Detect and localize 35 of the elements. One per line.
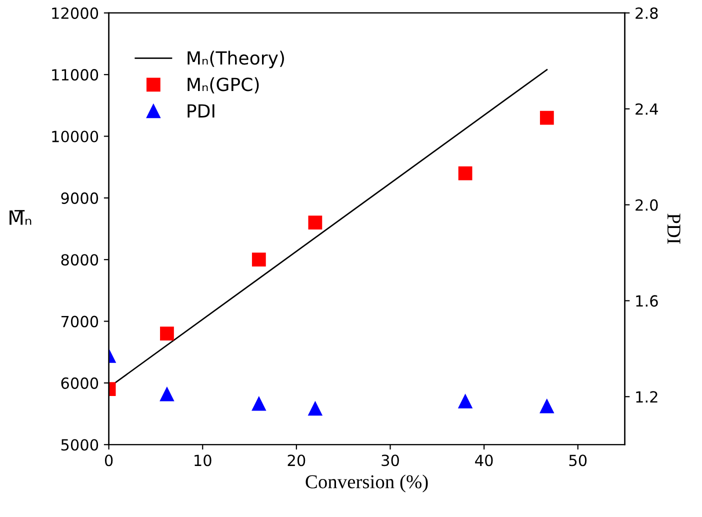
legend-label: Mₙ(GPC): [188, 77, 259, 94]
y-tick-label: 7000: [61, 316, 98, 328]
y2-tick-label: 1.2: [636, 391, 658, 402]
y2-tick-label: 2.4: [636, 103, 658, 115]
x-tick-label: 0: [104, 454, 113, 466]
x-tick-label: 20: [288, 454, 306, 466]
x-axis-title: Conversion (%): [306, 474, 428, 492]
legend-label: PDI: [188, 104, 214, 118]
point: [540, 399, 554, 414]
point: [160, 326, 174, 341]
point: [160, 387, 174, 402]
point: [458, 166, 472, 180]
y-tick-label: 10000: [52, 130, 98, 142]
y2-tick-label: 2.0: [636, 199, 658, 211]
y-tick-label: 8000: [61, 254, 98, 266]
x-tick-label: 50: [569, 454, 587, 466]
point: [458, 394, 472, 408]
y2-tick-label: 1.6: [636, 295, 658, 307]
y-tick-label: 6000: [61, 377, 98, 389]
y-tick-label: 11000: [52, 69, 98, 81]
y-tick-label: 12000: [52, 7, 98, 19]
y2-tick-label: 2.8: [636, 7, 658, 19]
point: [308, 216, 322, 230]
point: [252, 252, 266, 267]
y2-axis-title: PDI: [667, 214, 680, 244]
point: [308, 402, 322, 416]
x-tick-label: 10: [194, 454, 212, 466]
x-tick-label: 40: [475, 454, 493, 466]
y-tick-label: 9000: [61, 192, 98, 204]
x-tick-label: 30: [382, 454, 399, 466]
point: [540, 110, 554, 125]
y-axis-title: M̅ₙ: [10, 210, 32, 225]
y-tick-label: 5000: [61, 439, 98, 451]
legend-label: Mₙ(Theory): [188, 50, 284, 68]
point: [252, 396, 266, 411]
